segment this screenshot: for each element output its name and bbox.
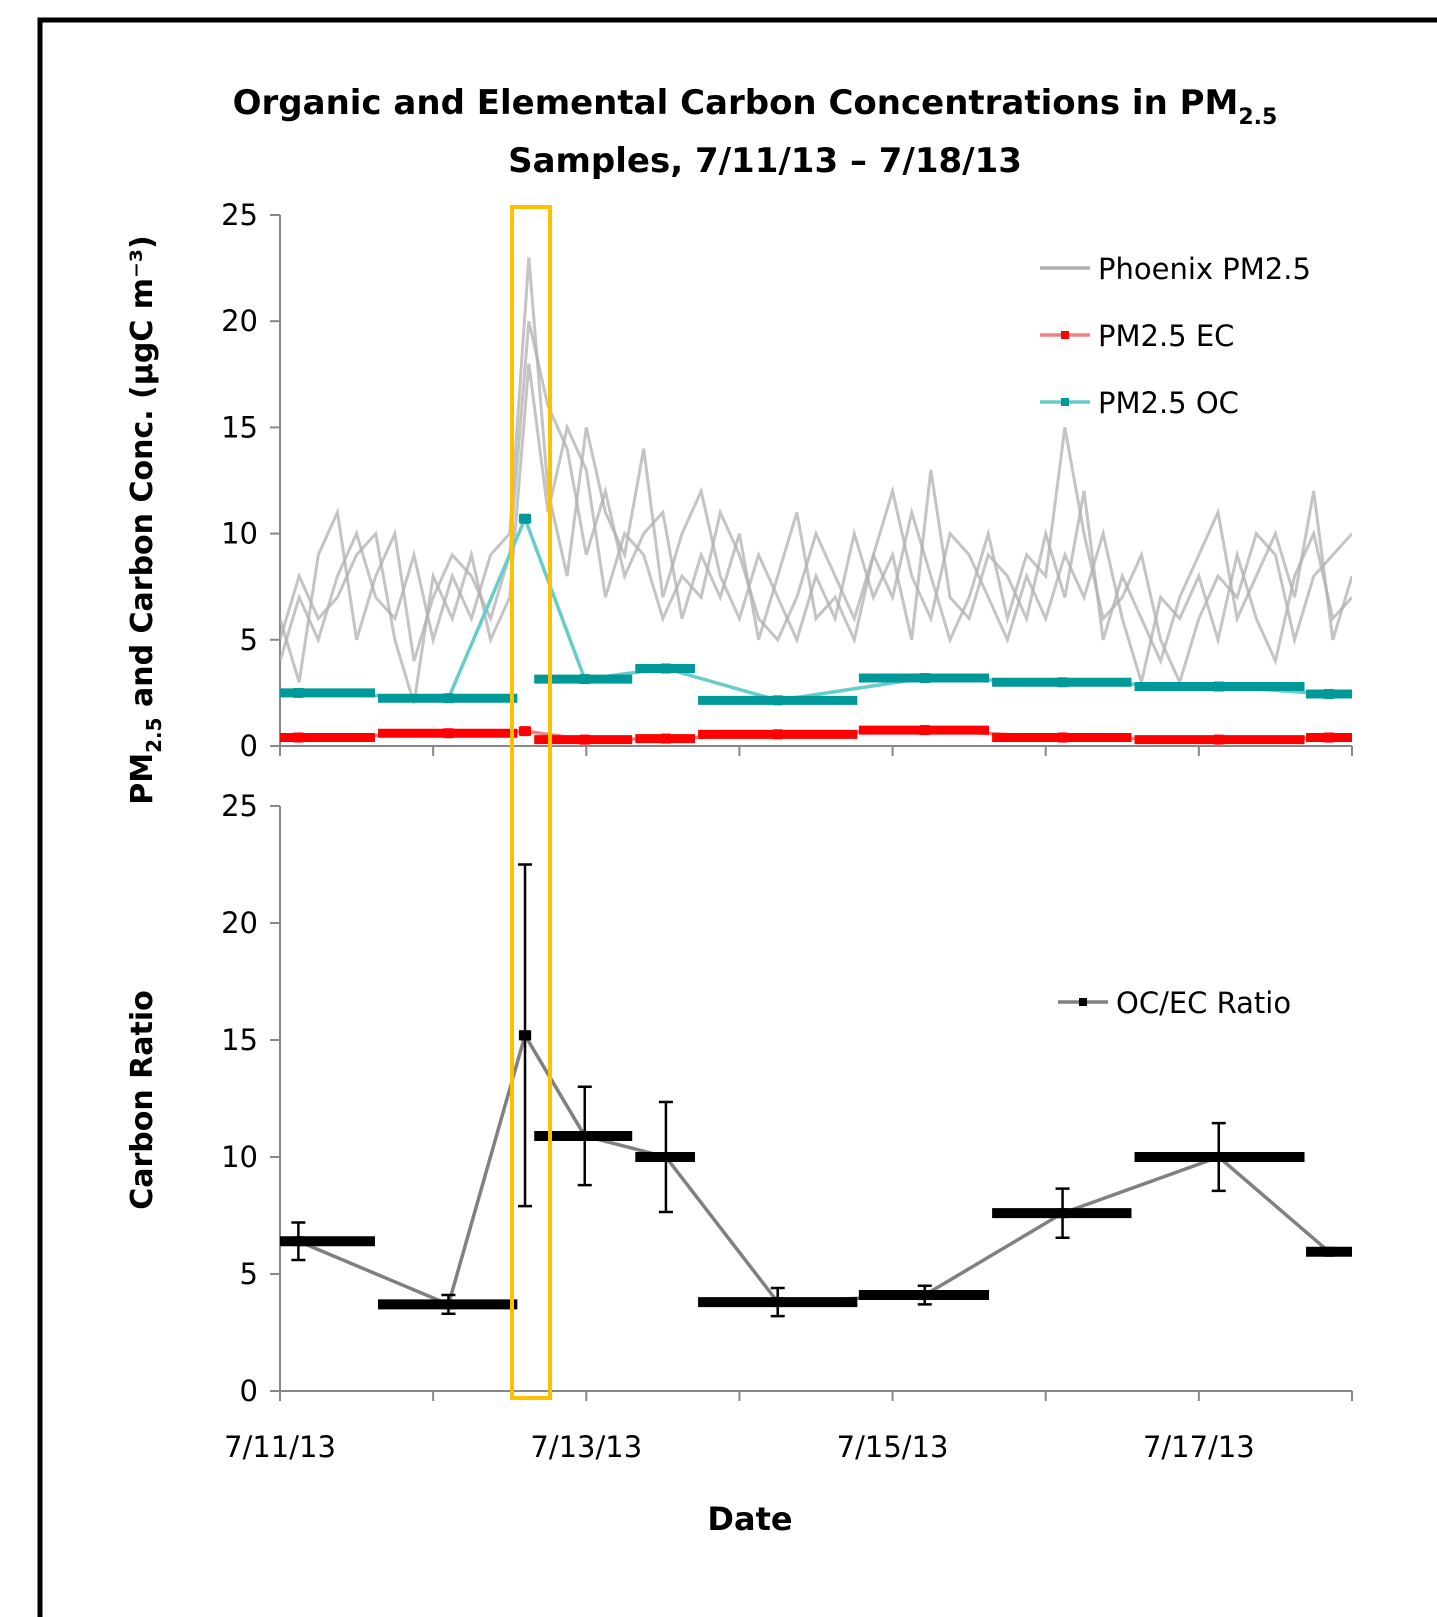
point-marker	[520, 513, 531, 524]
y-tick-label: 15	[221, 1023, 258, 1057]
highlight-box	[510, 205, 552, 1400]
legend-marker	[1061, 331, 1069, 339]
y-tick-label: 20	[221, 304, 258, 338]
point-marker	[520, 726, 531, 737]
y-tick-label: 5	[240, 1257, 258, 1291]
series-group	[280, 863, 1352, 1318]
y-axis-label: Carbon Ratio	[125, 990, 160, 1210]
point-marker	[1213, 1152, 1224, 1162]
point-marker	[1057, 1208, 1068, 1219]
point-marker	[1324, 1246, 1335, 1257]
point-marker	[1057, 677, 1068, 688]
y-tick-label: 10	[221, 517, 258, 551]
point-marker	[293, 687, 304, 698]
y-tick-label: 25	[221, 198, 258, 232]
frame	[37, 17, 1437, 1617]
series-line	[297, 1030, 1331, 1307]
point-marker	[919, 725, 930, 736]
point-marker	[579, 1130, 590, 1141]
y-label-text: and Carbon Conc. (µgC m⁻³)	[125, 235, 160, 717]
y-label-prefix: PM	[125, 753, 160, 805]
point-marker	[772, 729, 783, 740]
x-axis-label: Date	[707, 1500, 792, 1538]
legend-label: PM2.5 EC	[1098, 319, 1234, 353]
point-marker	[1057, 732, 1068, 743]
point-marker	[443, 1299, 454, 1310]
title-subscript: 2.5	[1238, 105, 1277, 130]
pm25-line	[280, 257, 1352, 666]
point-marker	[1213, 734, 1224, 745]
point-marker	[660, 663, 671, 674]
point-marker	[579, 734, 590, 745]
point-marker	[293, 1236, 304, 1247]
y-axis-label: PM2.5 and Carbon Conc. (µgC m⁻³)	[125, 235, 166, 804]
point-marker	[660, 733, 671, 744]
y-tick-label: 25	[221, 789, 258, 823]
point-marker	[579, 674, 590, 685]
point-marker	[520, 1030, 531, 1041]
legend-label: PM2.5 OC	[1098, 386, 1239, 420]
pm25-line	[280, 320, 1352, 689]
series-layer	[280, 257, 1352, 745]
legend-marker	[1079, 998, 1087, 1006]
y-label-subscript: 2.5	[142, 717, 166, 752]
point-marker	[1324, 732, 1335, 743]
y-tick-label: 5	[240, 623, 258, 657]
point-marker	[1324, 688, 1335, 699]
title-text: Organic and Elemental Carbon Concentrati…	[233, 83, 1239, 123]
y-tick-label: 10	[221, 1140, 258, 1174]
x-tick-label: 7/11/13	[224, 1430, 336, 1464]
x-tick-label: 7/15/13	[837, 1430, 949, 1464]
series-group	[280, 257, 1352, 745]
chart-title-line2: Samples, 7/11/13 – 7/18/13	[508, 141, 1022, 181]
point-marker	[443, 728, 454, 739]
y-tick-label: 0	[240, 1374, 258, 1408]
point-marker	[443, 693, 454, 704]
plot-area: 0 5 10 15 20 25 Phoenix PM2.5 PM2.5 EC PM2.5 OC 0…	[221, 198, 1353, 1464]
x-tick-label: 7/13/13	[530, 1430, 642, 1464]
y-tick-label: 0	[240, 729, 258, 763]
point-marker	[919, 673, 930, 684]
legend-label: OC/EC Ratio	[1116, 986, 1291, 1020]
point-marker	[660, 1152, 671, 1162]
point-marker	[772, 1297, 783, 1308]
point-marker	[919, 1290, 930, 1301]
legend-marker	[1061, 398, 1069, 406]
y-tick-label: 15	[221, 410, 258, 444]
series-layer	[280, 863, 1352, 1318]
point-marker	[293, 732, 304, 743]
point-marker	[1213, 681, 1224, 692]
y-tick-label: 20	[221, 906, 258, 940]
chart-title: Organic and Elemental Carbon Concentrati…	[233, 83, 1278, 130]
pm25-line	[280, 363, 1352, 704]
legend-label: Phoenix PM2.5	[1098, 252, 1311, 286]
x-tick-label: 7/17/13	[1143, 1430, 1255, 1464]
point-marker	[772, 695, 783, 706]
